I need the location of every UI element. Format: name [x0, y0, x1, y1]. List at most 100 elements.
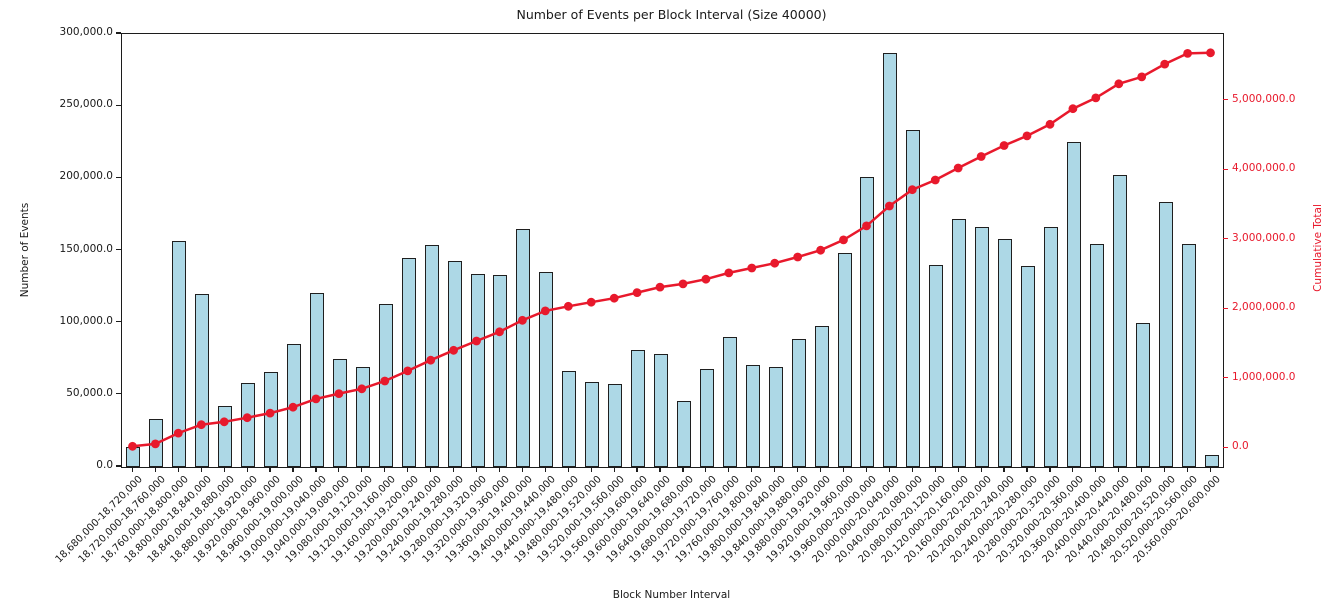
x-tick-mark: [384, 467, 386, 472]
y-right-tick-mark: [1223, 99, 1228, 101]
y-right-tick-mark: [1223, 307, 1228, 309]
bar: [952, 218, 967, 467]
bar: [1066, 142, 1081, 467]
x-tick-mark: [338, 467, 340, 472]
x-tick-mark: [911, 467, 913, 472]
x-tick-mark: [498, 467, 501, 472]
bar: [447, 260, 462, 467]
x-tick-mark: [1049, 467, 1051, 472]
y-left-tick-mark: [116, 465, 121, 467]
bar: [1089, 244, 1104, 467]
x-tick-mark: [613, 467, 615, 472]
x-tick-mark: [865, 467, 868, 472]
x-tick-mark: [934, 467, 936, 472]
bar: [654, 353, 669, 467]
x-tick-mark: [292, 467, 294, 472]
bar: [470, 274, 485, 467]
x-tick-mark: [590, 467, 592, 472]
bar: [1181, 244, 1196, 467]
bar: [791, 338, 806, 467]
bar: [631, 350, 646, 467]
y-right-tick-label: 3,000,000.0: [1232, 231, 1296, 244]
x-tick-mark: [521, 467, 523, 472]
x-tick-mark: [1118, 467, 1120, 472]
x-tick-mark: [200, 467, 202, 472]
x-tick-mark: [544, 467, 546, 472]
x-tick-mark: [774, 467, 776, 472]
y-left-tick-label: 150,000.0: [59, 242, 113, 255]
y-right-tick-mark: [1223, 238, 1228, 240]
y-left-tick-mark: [116, 32, 121, 34]
y-axis-left-label: Number of Events: [19, 202, 31, 298]
y-left-tick-label: 250,000.0: [59, 98, 113, 111]
bar: [264, 371, 279, 467]
bar: [676, 400, 691, 467]
bar: [493, 275, 508, 467]
bar: [722, 337, 737, 467]
bar: [126, 446, 141, 467]
bar: [1204, 454, 1219, 467]
x-tick-mark: [177, 467, 179, 472]
x-tick-mark: [315, 467, 317, 472]
y-right-tick-label: 2,000,000.0: [1232, 301, 1296, 314]
y-right-tick-mark: [1223, 446, 1228, 448]
chart-title: Number of Events per Block Interval (Siz…: [516, 7, 827, 22]
bar: [883, 52, 898, 467]
y-left-tick-label: 300,000.0: [59, 26, 113, 38]
bar: [195, 293, 210, 467]
y-left-tick-mark: [116, 321, 121, 323]
bar: [860, 176, 875, 467]
bar: [929, 264, 944, 467]
x-tick-mark: [475, 467, 478, 472]
bar: [975, 227, 990, 467]
bar: [287, 344, 302, 467]
y-right-tick-label: 1,000,000.0: [1232, 370, 1296, 383]
x-tick-mark: [682, 467, 684, 472]
y-left-tick-label: 200,000.0: [59, 170, 113, 183]
y-left-tick-label: 100,000.0: [59, 314, 113, 327]
bar: [309, 293, 324, 467]
y-left-tick-mark: [116, 248, 121, 251]
x-tick-mark: [246, 467, 248, 472]
x-tick-mark: [636, 467, 638, 472]
x-tick-mark: [728, 467, 730, 472]
bar: [837, 253, 852, 467]
bar: [699, 368, 714, 467]
x-tick-mark: [154, 467, 156, 472]
bar: [1135, 322, 1150, 467]
x-tick-mark: [797, 467, 799, 472]
y-right-tick-label: 4,000,000.0: [1232, 162, 1296, 175]
bar: [1043, 226, 1058, 467]
x-tick-mark: [269, 467, 271, 472]
y-left-tick-label: 0.0: [96, 459, 113, 471]
bar: [608, 384, 623, 467]
y-right-tick-mark: [1223, 377, 1228, 379]
x-tick-mark: [819, 467, 822, 472]
y-axis-right-label: Cumulative Total: [1312, 204, 1324, 292]
x-tick-mark: [223, 467, 225, 472]
bar: [998, 238, 1013, 467]
y-left-tick-label: 50,000.0: [66, 386, 113, 399]
x-tick-mark: [705, 467, 707, 472]
y-right-tick-mark: [1223, 168, 1228, 170]
x-tick-mark: [751, 467, 753, 472]
y-left-tick-mark: [116, 393, 121, 395]
bar: [218, 405, 233, 467]
bar: [332, 358, 347, 467]
x-tick-mark: [1072, 467, 1074, 472]
bar: [814, 325, 829, 467]
y-left-tick-mark: [116, 104, 121, 106]
x-tick-mark: [1164, 467, 1166, 472]
x-tick-mark: [1141, 467, 1143, 472]
x-tick-mark: [430, 467, 432, 472]
bar: [585, 381, 600, 467]
bar: [1112, 174, 1127, 467]
x-tick-mark: [452, 467, 455, 472]
plot-area: [121, 33, 1224, 468]
bar: [378, 303, 393, 467]
x-tick-mark: [1003, 467, 1005, 472]
bar: [745, 364, 760, 467]
bar: [424, 245, 439, 467]
bar: [1021, 266, 1036, 467]
